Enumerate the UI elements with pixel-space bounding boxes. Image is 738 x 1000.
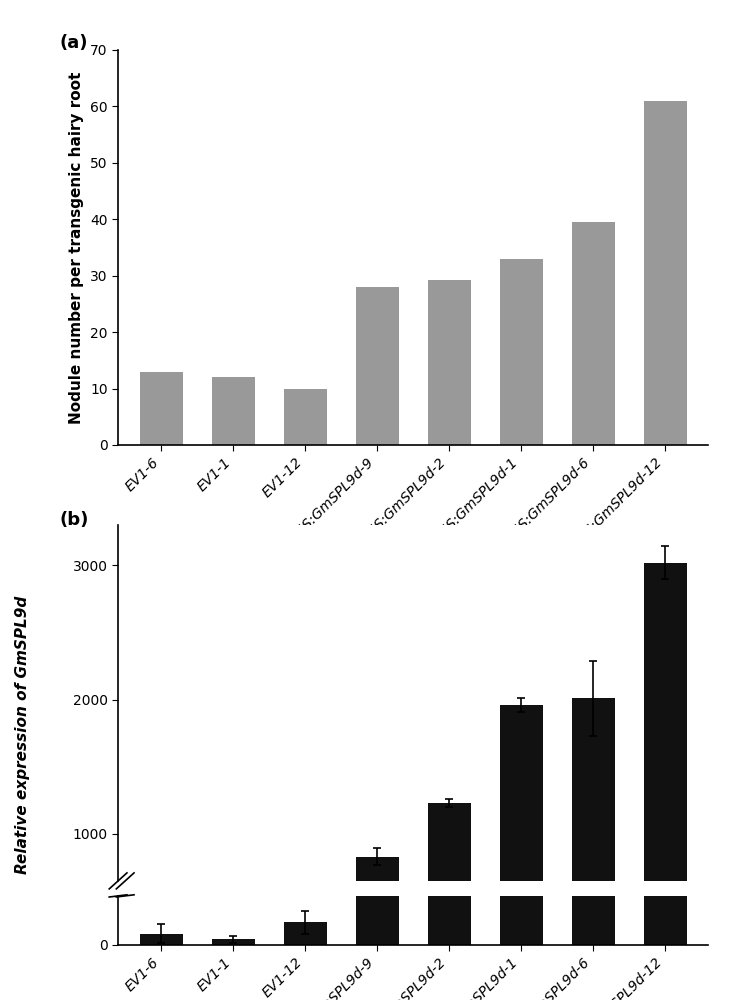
Bar (428, 280, 471, 445)
Bar (283, 960, 327, 968)
Bar (644, 0, 687, 945)
Bar (572, 186, 615, 945)
Bar (356, 857, 399, 968)
Bar (356, 287, 399, 445)
Bar (500, 259, 543, 445)
Bar (283, 922, 327, 945)
Bar (644, 563, 687, 968)
Bar (500, 205, 543, 945)
Bar (212, 939, 255, 945)
Bar (139, 934, 183, 945)
Bar (428, 480, 471, 945)
Bar (139, 372, 183, 445)
Bar (500, 705, 543, 968)
Text: Relative expression of GmSPL9d: Relative expression of GmSPL9d (15, 596, 30, 874)
Bar (283, 389, 327, 445)
Bar (212, 966, 255, 968)
Bar (139, 964, 183, 968)
Y-axis label: Nodule number per transgenic hairy root: Nodule number per transgenic hairy root (69, 71, 84, 424)
Text: (a): (a) (59, 34, 88, 52)
Bar (212, 377, 255, 445)
Bar (644, 101, 687, 445)
Bar (572, 222, 615, 445)
Bar (572, 698, 615, 968)
Bar (356, 632, 399, 945)
Bar (428, 803, 471, 968)
Text: (b): (b) (59, 511, 89, 529)
